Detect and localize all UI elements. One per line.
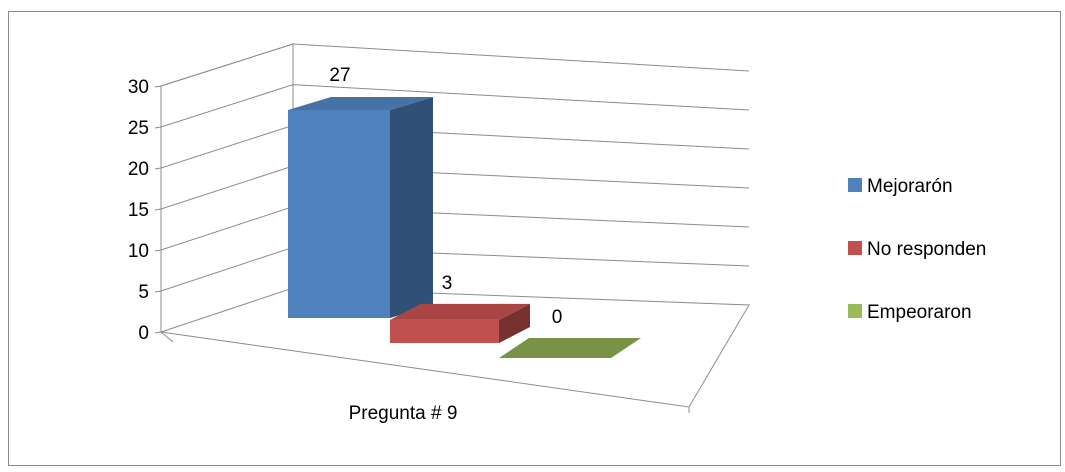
data-label: 0: [552, 307, 563, 328]
gridline: [160, 43, 750, 87]
bar-mejorar-n-side: [390, 97, 433, 318]
legend-swatch: [848, 178, 862, 192]
gridline: [160, 84, 750, 128]
legend-label: Mejorarón: [867, 176, 953, 197]
bar-no-responden-side: [499, 303, 530, 343]
bar-mejorar-n-front: [288, 110, 390, 318]
legend-label: Empeoraron: [867, 302, 972, 323]
y-tick-label: 30: [128, 77, 149, 98]
bar-mejorar-n-top: [288, 97, 433, 110]
x-category-label: Pregunta # 9: [349, 403, 458, 424]
y-tick-mark: [154, 331, 162, 334]
y-tick-mark: [154, 85, 162, 88]
y-tick-label: 15: [128, 200, 149, 221]
floor: [160, 287, 750, 408]
chart-frame: 0 5 10 15 20 25 30 27 3 0 Pregunta # 9 Mejorarón No …: [8, 11, 1061, 466]
gridline: [160, 124, 750, 169]
legend-swatch: [848, 241, 862, 255]
y-tick-label: 0: [138, 323, 149, 344]
y-tick-label: 20: [128, 159, 149, 180]
y-tick-mark: [154, 249, 162, 252]
y-tick-mark: [154, 208, 162, 211]
x-axis-start: [160, 331, 174, 343]
gridline: [160, 165, 750, 210]
y-tick-mark: [154, 167, 162, 170]
y-tick-label: 5: [138, 282, 149, 303]
y-tick-label: 25: [128, 118, 149, 139]
y-tick-label: 10: [128, 241, 149, 262]
y-tick-mark: [154, 290, 162, 293]
legend-label: No responden: [867, 239, 986, 260]
data-label: 3: [442, 273, 453, 294]
bar-no-responden-top: [390, 303, 530, 320]
bar-empeoraron-top: [499, 338, 641, 358]
bar-no-responden-front: [390, 319, 499, 343]
gridline: [160, 246, 750, 292]
legend-swatch: [848, 304, 862, 318]
gridline: [160, 206, 750, 251]
y-tick-mark: [154, 126, 162, 129]
data-label: 27: [329, 65, 350, 86]
